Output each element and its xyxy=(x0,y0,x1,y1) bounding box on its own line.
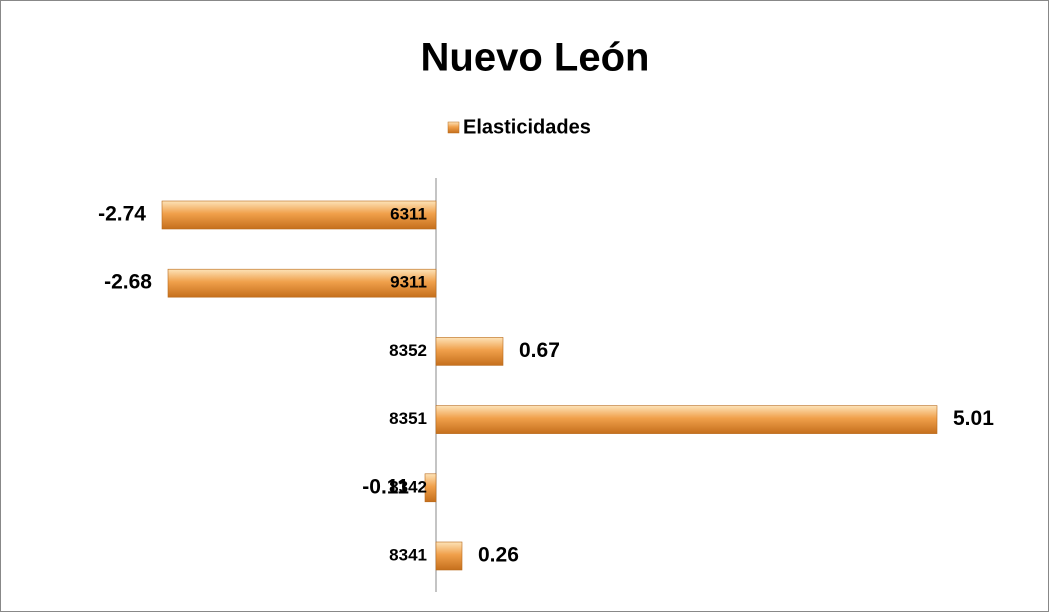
bar xyxy=(161,200,437,230)
chart-title: Nuevo León xyxy=(421,36,650,80)
value-label: 0.26 xyxy=(478,544,519,567)
value-label: -0.11 xyxy=(362,475,409,498)
category-label: 8352 xyxy=(389,341,427,360)
category-label: 8351 xyxy=(389,409,427,428)
category-label: 6311 xyxy=(390,204,427,223)
value-label: -2.74 xyxy=(98,203,146,226)
value-label: -2.68 xyxy=(104,271,152,294)
value-label: 5.01 xyxy=(953,407,994,430)
category-label: 9311 xyxy=(390,273,427,292)
bar xyxy=(167,268,437,298)
legend-label: Elasticidades xyxy=(463,116,591,138)
bar xyxy=(435,541,463,571)
bar xyxy=(435,337,504,366)
category-label: 8342 xyxy=(389,477,427,496)
bar xyxy=(424,473,437,503)
bar xyxy=(435,405,938,434)
value-label: 0.67 xyxy=(519,339,560,362)
category-label: 8341 xyxy=(389,545,427,564)
legend-swatch xyxy=(447,121,460,134)
